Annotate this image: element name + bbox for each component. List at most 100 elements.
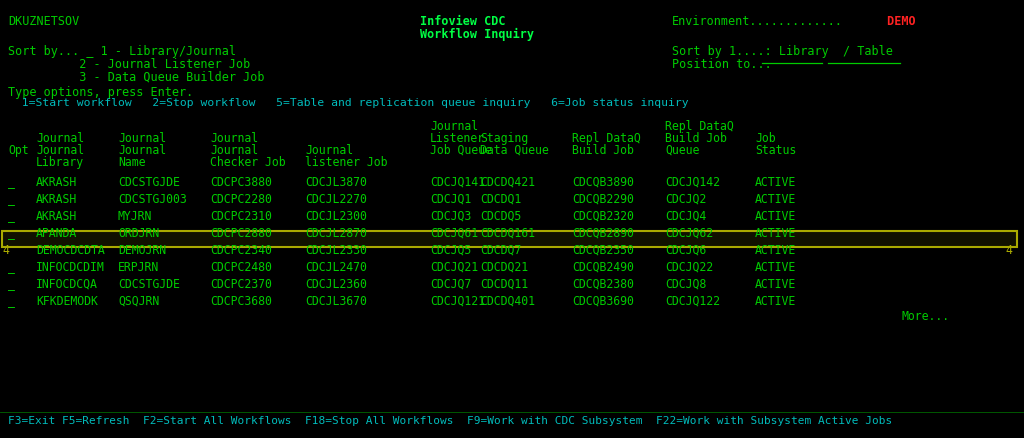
Text: Type options, press Enter.: Type options, press Enter. [8, 86, 194, 99]
Text: _: _ [8, 210, 15, 223]
Text: INFOCDCDIM: INFOCDCDIM [36, 261, 104, 274]
Text: _: _ [8, 176, 15, 189]
Text: Listener: Listener [430, 132, 485, 145]
Text: ACTIVE: ACTIVE [755, 295, 797, 308]
Text: _: _ [8, 261, 15, 274]
Text: Job Queue: Job Queue [430, 144, 492, 157]
Text: CDCSTGJDE: CDCSTGJDE [118, 278, 180, 291]
Text: _: _ [8, 227, 15, 240]
Text: CDCJL2360: CDCJL2360 [305, 278, 367, 291]
Text: CDCQB2290: CDCQB2290 [572, 193, 634, 206]
Text: CDCQB2490: CDCQB2490 [572, 261, 634, 274]
Text: ACTIVE: ACTIVE [755, 244, 797, 257]
Text: CDCJQ142: CDCJQ142 [665, 176, 720, 189]
Text: Status: Status [755, 144, 797, 157]
Text: Repl DataQ: Repl DataQ [572, 132, 641, 145]
Text: Sort by 1....: Library  / Table: Sort by 1....: Library / Table [672, 45, 893, 58]
Text: CDCJQ7: CDCJQ7 [430, 278, 471, 291]
Text: CDCSTGJ003: CDCSTGJ003 [118, 193, 186, 206]
Text: CDCPC2480: CDCPC2480 [210, 261, 272, 274]
Text: ACTIVE: ACTIVE [755, 227, 797, 240]
Text: Workflow Inquiry: Workflow Inquiry [420, 28, 534, 41]
Text: CDCJQ8: CDCJQ8 [665, 278, 707, 291]
Text: CDCPC2340: CDCPC2340 [210, 244, 272, 257]
Text: CDCDQ161: CDCDQ161 [480, 227, 535, 240]
Text: CDCJL2300: CDCJL2300 [305, 210, 367, 223]
Text: Journal: Journal [36, 144, 84, 157]
Text: More...: More... [902, 310, 950, 323]
Text: CDCDQ5: CDCDQ5 [480, 210, 521, 223]
Text: QSQJRN: QSQJRN [118, 295, 160, 308]
Text: Position to...: Position to... [672, 58, 772, 71]
Text: 2 - Journal Listener Job: 2 - Journal Listener Job [8, 58, 250, 71]
Text: Journal: Journal [210, 132, 258, 145]
Text: CDCJQ2: CDCJQ2 [665, 193, 707, 206]
Text: ERPJRN: ERPJRN [118, 261, 160, 274]
Text: CDCJQ1: CDCJQ1 [430, 193, 471, 206]
Text: Checker Job: Checker Job [210, 156, 286, 169]
Text: ACTIVE: ACTIVE [755, 278, 797, 291]
Text: DEMO: DEMO [880, 15, 915, 28]
Text: Job: Job [755, 132, 775, 145]
Text: Data Queue: Data Queue [480, 144, 549, 157]
Text: CDCPC2370: CDCPC2370 [210, 278, 272, 291]
Text: CDCJL2470: CDCJL2470 [305, 261, 367, 274]
Text: CDCPC2880: CDCPC2880 [210, 227, 272, 240]
Text: AKRASH: AKRASH [36, 176, 77, 189]
Text: CDCPC3880: CDCPC3880 [210, 176, 272, 189]
Text: CDCJQ22: CDCJQ22 [665, 261, 713, 274]
FancyBboxPatch shape [2, 231, 1017, 247]
Text: 4: 4 [1005, 244, 1012, 257]
Text: Journal: Journal [36, 132, 84, 145]
Text: F3=Exit F5=Refresh  F2=Start All Workflows  F18=Stop All Workflows  F9=Work with: F3=Exit F5=Refresh F2=Start All Workflow… [8, 416, 892, 426]
Text: CDCJQ62: CDCJQ62 [665, 227, 713, 240]
Text: ACTIVE: ACTIVE [755, 210, 797, 223]
Text: CDCJQ6: CDCJQ6 [665, 244, 707, 257]
Text: CDCJQ121: CDCJQ121 [430, 295, 485, 308]
Text: 1=Start workflow   2=Stop workflow   5=Table and replication queue inquiry   6=J: 1=Start workflow 2=Stop workflow 5=Table… [8, 98, 688, 108]
Text: _: _ [8, 193, 15, 206]
Text: APANDA: APANDA [36, 227, 77, 240]
Text: ACTIVE: ACTIVE [755, 193, 797, 206]
Text: CDCQB2380: CDCQB2380 [572, 278, 634, 291]
Text: CDCPC2310: CDCPC2310 [210, 210, 272, 223]
Text: 3 - Data Queue Builder Job: 3 - Data Queue Builder Job [8, 71, 264, 84]
Text: Staging: Staging [480, 132, 528, 145]
Text: _: _ [8, 278, 15, 291]
Text: Name: Name [118, 156, 145, 169]
Text: CDCDQ421: CDCDQ421 [480, 176, 535, 189]
Text: AKRASH: AKRASH [36, 210, 77, 223]
Text: CDCQB3690: CDCQB3690 [572, 295, 634, 308]
Text: AKRASH: AKRASH [36, 193, 77, 206]
Text: Opt: Opt [8, 144, 29, 157]
Text: Build Job: Build Job [572, 144, 634, 157]
Text: KFKDEMODK: KFKDEMODK [36, 295, 98, 308]
Text: CDCSTGJDE: CDCSTGJDE [118, 176, 180, 189]
Text: _: _ [8, 295, 15, 308]
Text: CDCJL2270: CDCJL2270 [305, 193, 367, 206]
Text: 4: 4 [2, 244, 9, 257]
Text: DEMOJRN: DEMOJRN [118, 244, 166, 257]
Text: ORDJRN: ORDJRN [118, 227, 160, 240]
Text: Repl DataQ: Repl DataQ [665, 120, 734, 133]
Text: Journal: Journal [305, 144, 353, 157]
Text: CDCJL3870: CDCJL3870 [305, 176, 367, 189]
Text: CDCDQ21: CDCDQ21 [480, 261, 528, 274]
Text: CDCDQ1: CDCDQ1 [480, 193, 521, 206]
Text: listener Job: listener Job [305, 156, 387, 169]
Text: CDCDQ11: CDCDQ11 [480, 278, 528, 291]
Text: Journal: Journal [430, 120, 478, 133]
Text: Environment.............: Environment............. [672, 15, 843, 28]
Text: Queue: Queue [665, 144, 699, 157]
Text: CDCJQ61: CDCJQ61 [430, 227, 478, 240]
Text: CDCPC2280: CDCPC2280 [210, 193, 272, 206]
Text: CDCJL3670: CDCJL3670 [305, 295, 367, 308]
Text: Journal: Journal [118, 132, 166, 145]
Text: Library: Library [36, 156, 84, 169]
Text: CDCJQ5: CDCJQ5 [430, 244, 471, 257]
Text: CDCQB3890: CDCQB3890 [572, 176, 634, 189]
Text: DKUZNETSOV: DKUZNETSOV [8, 15, 79, 28]
Text: CDCDQ7: CDCDQ7 [480, 244, 521, 257]
Text: ACTIVE: ACTIVE [755, 176, 797, 189]
Text: CDCJQ141: CDCJQ141 [430, 176, 485, 189]
